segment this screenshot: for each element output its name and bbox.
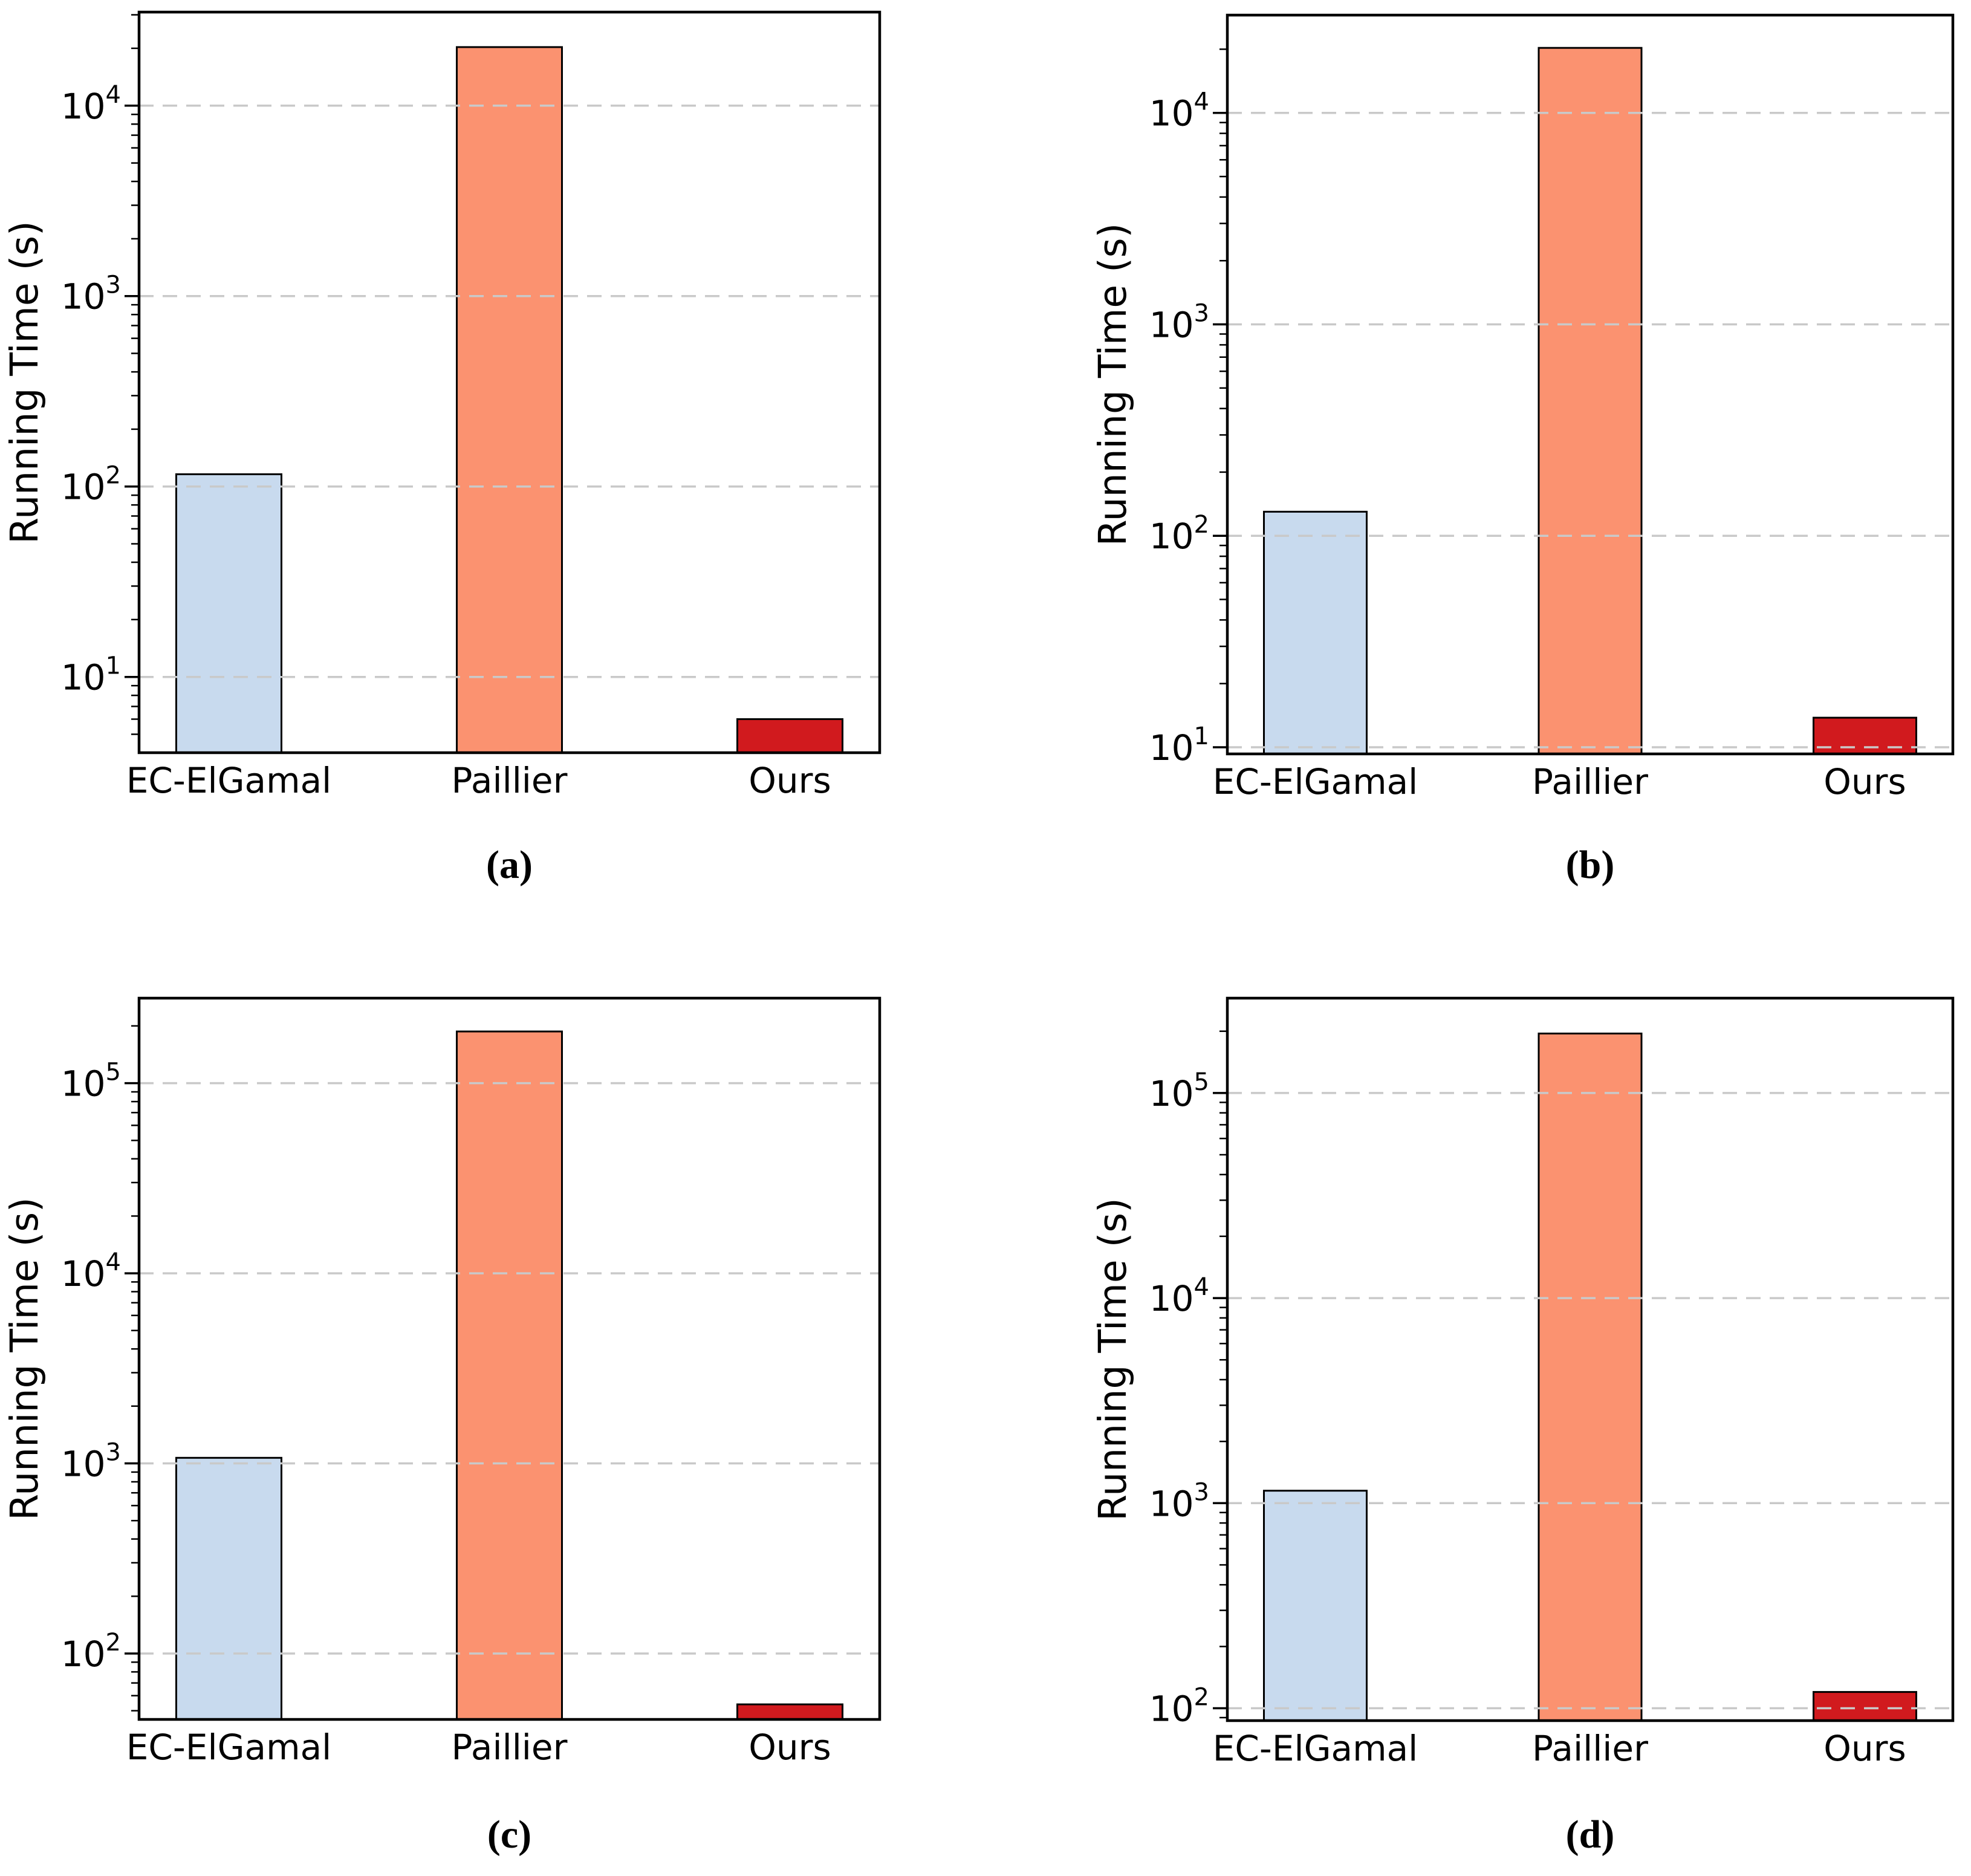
y-tick-label: 104 xyxy=(1149,1273,1209,1319)
y-tick-label: 104 xyxy=(61,81,121,127)
plot-border xyxy=(137,10,882,755)
x-tick-label: Paillier xyxy=(1532,761,1648,802)
subplot-caption: (b) xyxy=(1566,843,1615,887)
chart-svg: 101 102 103 104 EC-ElGamal Paillier Ours Runnin… xyxy=(1091,13,1955,887)
y-tick-label: 102 xyxy=(1149,511,1209,557)
y-axis-label: Running Time (s) xyxy=(1091,223,1135,546)
y-tick-label: 102 xyxy=(61,1629,121,1675)
chart-svg: 101 102 103 104 EC-ElGamal Paillier Ours Runnin… xyxy=(2,10,882,887)
bar-paillier xyxy=(456,46,563,754)
x-tick-label: Ours xyxy=(748,1727,831,1768)
subplot-b: 101 102 103 104 EC-ElGamal Paillier Ours Runnin… xyxy=(985,0,1971,938)
x-tick-label: Paillier xyxy=(452,760,568,801)
y-tick-label: 105 xyxy=(1149,1068,1209,1114)
subplot-d: 102 103 104 105 EC-ElGamal Paillier Ours Runnin… xyxy=(985,938,1971,1876)
x-tick-label: EC-ElGamal xyxy=(1213,761,1418,802)
bar-ec-elgamal xyxy=(1263,1490,1368,1722)
x-tick-label: EC-ElGamal xyxy=(126,760,331,801)
x-tick-label: Paillier xyxy=(452,1727,568,1768)
subplot-caption: (d) xyxy=(1566,1813,1615,1857)
bar-ours xyxy=(1813,1691,1917,1722)
bar-paillier xyxy=(1538,47,1643,755)
y-tick-label: 103 xyxy=(1149,300,1209,346)
subplot-caption: (c) xyxy=(487,1813,531,1857)
chart-svg: 102 103 104 105 EC-ElGamal Paillier Ours Runnin… xyxy=(1091,996,1955,1857)
y-tick-label: 104 xyxy=(1149,88,1209,134)
y-tick-label: 104 xyxy=(61,1248,121,1294)
subplot-c: 102 103 104 105 EC-ElGamal Paillier Ours Runnin… xyxy=(0,938,985,1876)
x-tick-label: Ours xyxy=(748,760,831,801)
y-tick-label: 101 xyxy=(1149,722,1209,768)
y-tick-label: 103 xyxy=(61,1439,121,1485)
subplot-caption: (a) xyxy=(486,843,533,887)
y-axis-label: Running Time (s) xyxy=(1091,1198,1135,1521)
bar-paillier xyxy=(456,1030,563,1721)
subplot-a: 101 102 103 104 EC-ElGamal Paillier Ours Runnin… xyxy=(0,0,985,938)
x-tick-label: EC-ElGamal xyxy=(126,1727,331,1768)
plot-border xyxy=(1226,996,1955,1722)
x-tick-label: Ours xyxy=(1823,761,1906,802)
bar-ec-elgamal xyxy=(1263,510,1368,755)
bar-paillier xyxy=(1538,1033,1643,1722)
y-tick-label: 103 xyxy=(1149,1478,1209,1524)
x-tick-label: EC-ElGamal xyxy=(1213,1728,1418,1769)
y-axis-label: Running Time (s) xyxy=(2,1197,47,1520)
plot-border xyxy=(137,996,882,1721)
chart-svg: 102 103 104 105 EC-ElGamal Paillier Ours Runnin… xyxy=(2,996,882,1857)
plot-border xyxy=(1226,13,1955,756)
y-tick-label: 102 xyxy=(61,462,121,508)
x-tick-label: Paillier xyxy=(1532,1728,1648,1769)
y-tick-label: 102 xyxy=(1149,1684,1209,1730)
bar-ec-elgamal xyxy=(175,1456,282,1721)
y-tick-label: 105 xyxy=(61,1059,121,1105)
y-tick-label: 101 xyxy=(61,652,121,698)
bar-ours xyxy=(736,718,843,754)
bar-ours xyxy=(1813,716,1917,755)
y-axis-label: Running Time (s) xyxy=(2,221,47,544)
bar-ours xyxy=(736,1703,843,1721)
bar-ec-elgamal xyxy=(175,473,282,754)
y-tick-label: 103 xyxy=(61,271,121,317)
x-tick-label: Ours xyxy=(1823,1728,1906,1769)
